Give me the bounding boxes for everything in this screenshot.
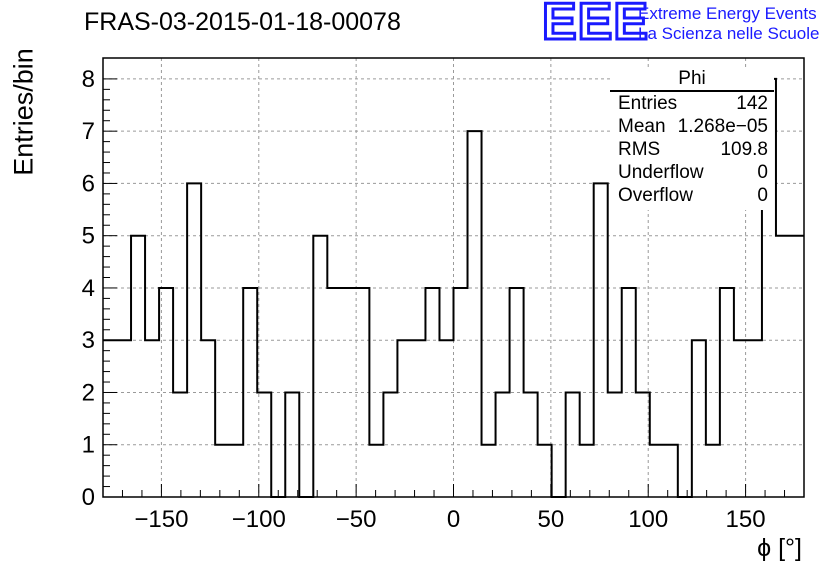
x-tick-label: −150 [134,506,188,533]
x-tick-label: −100 [232,506,286,533]
logo-text-line1: Extreme Energy Events [638,4,817,23]
histogram-bin [664,445,678,497]
x-tick-label: 150 [726,506,766,533]
logo-text-line2: La Scienza nelle Scuole [638,24,820,43]
histogram-bin [103,340,117,497]
histogram-bin [397,340,411,497]
stats-row-entries: Entries 142 [610,92,774,115]
stats-row-rms: RMS 109.8 [610,138,774,161]
stats-key: Entries [618,93,678,114]
histogram-bin [776,236,790,497]
histogram-bin [201,340,215,497]
y-tick-label: 0 [82,484,95,511]
y-tick-label: 7 [82,118,95,145]
x-tick-label: −50 [336,506,377,533]
stats-value: 1.268e−05 [677,116,768,137]
x-tick-label: 100 [628,506,668,533]
stats-row-overflow: Overflow 0 [610,184,774,207]
y-axis-label: Entries/bin [8,48,39,176]
stats-row-underflow: Underflow 0 [610,161,774,184]
histogram-bin [650,445,664,497]
stats-key: Overflow [618,185,693,206]
histogram-bin [468,131,482,497]
y-tick-label: 2 [82,379,95,406]
x-tick-label: 50 [538,506,565,533]
y-tick-label: 6 [82,170,95,197]
histogram-bin [411,340,425,497]
y-tick-label: 4 [82,275,95,302]
y-tick-label: 1 [82,432,95,459]
stats-value: 142 [736,93,768,114]
y-tick-label: 3 [82,327,95,354]
histogram-bin [706,445,720,497]
stats-row-mean: Mean 1.268e−05 [610,115,774,138]
histogram-bin [748,340,762,497]
histogram-series-line [103,77,804,498]
stats-box: Phi Entries 142 Mean 1.268e−05 RMS 109.8… [610,68,774,210]
histogram-bin [117,340,131,497]
stats-key: Underflow [618,162,704,183]
histogram-bin [229,445,243,497]
histogram-bin [215,445,229,497]
histogram-bin [369,445,383,497]
stats-value: 0 [757,185,768,206]
histogram-bin [692,340,706,497]
histogram-bin [439,340,453,497]
histogram-bin [131,236,145,497]
eee-logo-icon: EEE [540,0,650,53]
stats-value: 109.8 [720,139,768,160]
stats-key: RMS [618,139,661,160]
x-axis-label: ϕ [°] [757,534,802,562]
stats-title: Phi [610,68,774,92]
histogram-bin [482,445,496,497]
histogram-bin [313,236,327,497]
x-tick-label: 0 [447,506,460,533]
y-tick-label: 5 [82,223,95,250]
histogram-bin [538,445,552,497]
stats-value: 0 [757,162,768,183]
chart-title: FRAS-03-2015-01-18-00078 [84,8,401,36]
stats-key: Mean [618,116,666,137]
y-tick-label: 8 [82,66,95,93]
histogram-bin [145,340,159,497]
histogram-bin [580,445,594,497]
histogram-bin [790,236,804,497]
